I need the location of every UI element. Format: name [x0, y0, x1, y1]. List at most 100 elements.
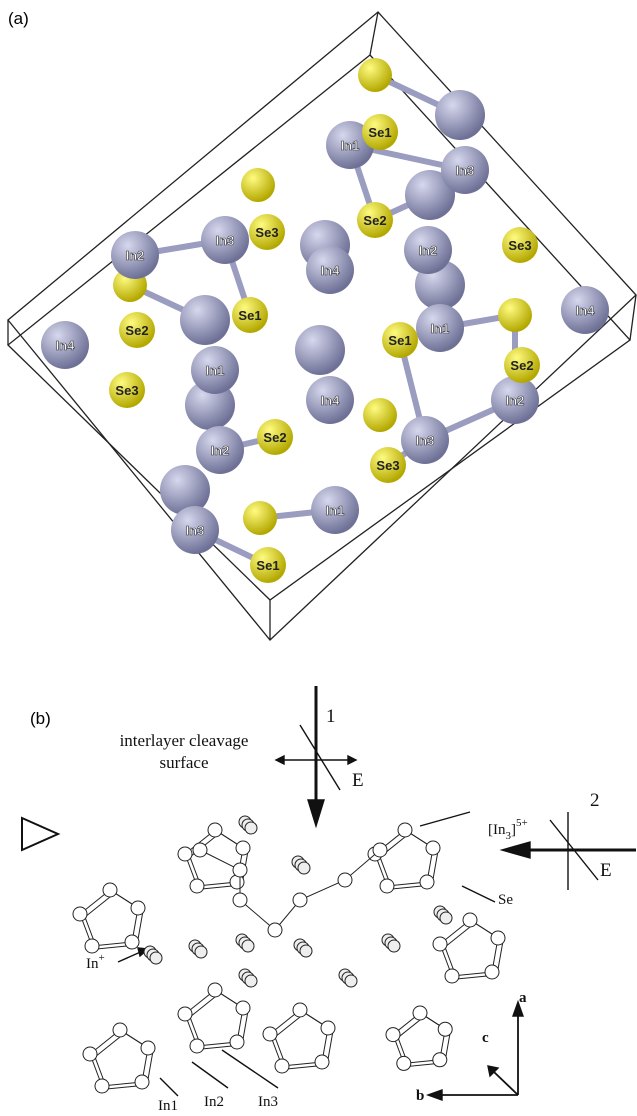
ball — [141, 1041, 155, 1055]
ball — [208, 823, 222, 837]
ball — [103, 883, 117, 897]
ball — [208, 983, 222, 997]
ball — [293, 893, 307, 907]
cleavage-label: surface — [159, 753, 208, 772]
ball — [463, 913, 477, 927]
ball — [245, 975, 257, 987]
ball — [242, 940, 254, 952]
atom-label: In1 — [341, 138, 360, 153]
ball — [388, 940, 400, 952]
direction-label: 2 — [590, 790, 600, 811]
ball — [298, 862, 310, 874]
ball — [178, 847, 192, 861]
axis-label: b — [416, 1088, 424, 1104]
atom-label: Se1 — [388, 333, 411, 348]
ball — [485, 965, 499, 979]
ball — [426, 841, 440, 855]
ball — [85, 939, 99, 953]
ball — [386, 1028, 400, 1042]
atom-label: Se3 — [255, 225, 278, 240]
field-label: E — [352, 770, 364, 791]
ball — [275, 1059, 289, 1073]
atom-label: Se2 — [263, 430, 286, 445]
ball — [440, 912, 452, 924]
ball — [230, 1035, 244, 1049]
ball — [73, 907, 87, 921]
se-label: Se — [498, 892, 513, 908]
atom-label: In2 — [211, 443, 230, 458]
ball — [95, 1079, 109, 1093]
atom-label: Se1 — [238, 308, 261, 323]
ball — [125, 935, 139, 949]
atom-label: Se2 — [510, 358, 533, 373]
ball — [193, 843, 207, 857]
ball — [438, 1022, 452, 1036]
ball — [397, 1056, 411, 1070]
direction-label: 1 — [326, 706, 336, 727]
atom-label: In1 — [431, 321, 450, 336]
ball — [315, 1055, 329, 1069]
ball — [268, 923, 282, 937]
atom — [295, 325, 345, 375]
atom-label: Se3 — [508, 238, 531, 253]
ball — [135, 1075, 149, 1089]
text: [In — [488, 822, 506, 838]
atom-label: In2 — [419, 243, 438, 258]
axis-label: a — [519, 990, 527, 1006]
atom — [180, 295, 230, 345]
ball — [491, 931, 505, 945]
atom-label: In4 — [321, 263, 341, 278]
atom-label: In3 — [186, 523, 205, 538]
ball — [338, 873, 352, 887]
atom-label: In4 — [321, 393, 341, 408]
superscript: + — [99, 952, 105, 964]
atom — [243, 501, 277, 535]
ball — [420, 875, 434, 889]
ball — [245, 822, 257, 834]
atom-label: Se1 — [256, 558, 279, 573]
superscript: 5+ — [516, 817, 528, 829]
atom — [358, 58, 392, 92]
atom-label: Se1 — [368, 125, 391, 140]
atom-label: In1 — [326, 503, 345, 518]
ball — [178, 1007, 192, 1021]
ball — [373, 843, 387, 857]
ball — [300, 945, 312, 957]
ball — [236, 841, 250, 855]
ball — [293, 1003, 307, 1017]
ball — [233, 863, 247, 877]
text: In — [86, 956, 99, 972]
atom — [435, 90, 485, 140]
field-label: E — [600, 860, 612, 881]
axis-label: c — [482, 1030, 489, 1046]
atom-label: Se3 — [376, 458, 399, 473]
site-label: In1 — [158, 1098, 178, 1114]
ball — [190, 879, 204, 893]
site-label: In3 — [258, 1094, 278, 1110]
atom — [498, 298, 532, 332]
ball — [433, 1053, 447, 1067]
atom-label: In1 — [206, 363, 225, 378]
ball — [380, 879, 394, 893]
ball — [233, 893, 247, 907]
ball — [398, 823, 412, 837]
atom-label: In3 — [216, 233, 235, 248]
ball — [413, 1006, 427, 1020]
ball — [150, 952, 162, 964]
atom-label: Se2 — [363, 213, 386, 228]
atom-label: In4 — [576, 303, 596, 318]
atom — [241, 168, 275, 202]
ball — [190, 1039, 204, 1053]
ball — [236, 1001, 250, 1015]
ball — [321, 1021, 335, 1035]
site-label: In2 — [204, 1094, 224, 1110]
panel-label: (a) — [8, 9, 29, 28]
atom-label: Se3 — [115, 383, 138, 398]
ball — [131, 901, 145, 915]
atom-label: In2 — [506, 393, 525, 408]
panel-label: (b) — [30, 709, 51, 728]
ball — [345, 975, 357, 987]
cleavage-label: interlayer cleavage — [120, 731, 249, 750]
atom-label: In4 — [56, 338, 76, 353]
ball — [445, 969, 459, 983]
